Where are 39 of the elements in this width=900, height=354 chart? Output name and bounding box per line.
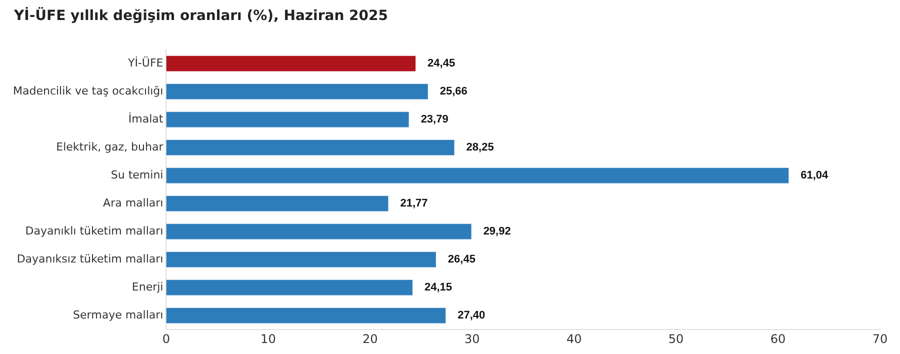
data-label: 21,77 (400, 198, 428, 210)
y-tick-label: Sermaye malları (73, 308, 164, 322)
y-tick-label: İmalat (128, 111, 164, 126)
data-label: 28,25 (466, 142, 494, 154)
y-tick-label: Dayanıklı tüketim malları (25, 224, 164, 238)
chart-title: Yİ-ÜFE yıllık değişim oranları (%), Haziran 2025 (14, 8, 388, 24)
x-tick-label: 50 (668, 332, 684, 346)
x-tick-label: 20 (362, 332, 378, 346)
data-label: 27,40 (458, 310, 486, 322)
data-label: 23,79 (420, 114, 448, 126)
y-tick-label: Elektrik, gaz, buhar (56, 140, 164, 154)
bar (166, 196, 388, 212)
y-tick-label: Ara malları (103, 196, 164, 210)
data-label: 26,45 (448, 254, 476, 266)
bar (166, 56, 416, 72)
bar (166, 308, 446, 324)
x-tick-label: 30 (464, 332, 480, 346)
data-label: 25,66 (440, 86, 468, 98)
bar (166, 224, 472, 240)
x-tick-label: 70 (872, 332, 888, 346)
bar (166, 252, 436, 268)
bar (166, 112, 409, 128)
x-tick-label: 40 (566, 332, 582, 346)
y-tick-label: Su temini (110, 168, 164, 182)
y-tick-label: Enerji (132, 280, 164, 294)
x-tick-label: 0 (162, 332, 170, 346)
x-tick-label: 60 (770, 332, 786, 346)
bar (166, 168, 789, 184)
data-label: 24,15 (424, 282, 452, 294)
bar (166, 280, 412, 296)
bar (166, 140, 454, 156)
y-tick-label: Yİ-ÜFE (126, 55, 164, 70)
x-tick-label: 10 (260, 332, 276, 346)
data-label: 61,04 (800, 170, 830, 182)
data-label: 29,92 (483, 226, 511, 238)
y-tick-label: Madencilik ve taş ocakcılığı (12, 84, 164, 98)
y-tick-label: Dayanıksız tüketim malları (16, 252, 164, 266)
data-label: 24,45 (428, 58, 456, 70)
bar (166, 84, 428, 100)
